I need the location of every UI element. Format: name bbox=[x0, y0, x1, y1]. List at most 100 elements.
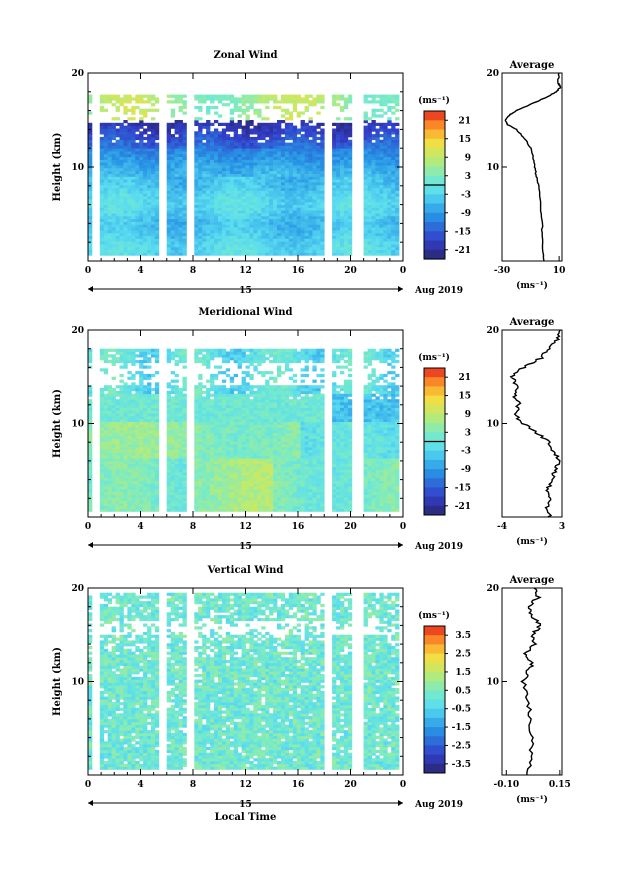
heatmap-cell bbox=[237, 139, 242, 143]
heatmap-cell bbox=[194, 348, 199, 352]
heatmap-cell bbox=[273, 235, 278, 239]
heatmap-cell bbox=[229, 120, 235, 124]
heatmap-cell bbox=[261, 145, 266, 149]
heatmap-cell bbox=[304, 100, 309, 104]
heatmap-cell bbox=[147, 156, 152, 160]
heatmap-cell bbox=[308, 184, 313, 189]
heatmap-cell bbox=[182, 235, 187, 239]
heatmap-cell bbox=[127, 351, 132, 355]
heatmap-cell bbox=[292, 252, 298, 256]
heatmap-cell bbox=[280, 224, 286, 228]
heatmap-cell bbox=[111, 376, 116, 380]
heatmap-cell bbox=[151, 444, 156, 448]
heatmap-cell bbox=[206, 97, 211, 101]
heatmap-cell bbox=[347, 199, 353, 203]
heatmap-cell bbox=[265, 249, 270, 253]
heatmap-cell bbox=[202, 122, 207, 126]
heatmap-cell bbox=[336, 196, 341, 200]
heatmap-cell bbox=[300, 173, 305, 177]
heatmap-cell bbox=[143, 390, 148, 394]
heatmap-cell bbox=[147, 486, 152, 490]
heatmap-cell bbox=[257, 215, 262, 220]
heatmap-cell bbox=[300, 151, 305, 155]
heatmap-cell bbox=[214, 148, 219, 152]
heatmap-cell bbox=[347, 122, 353, 126]
heatmap-cell bbox=[379, 244, 384, 248]
heatmap-cell bbox=[123, 159, 128, 163]
heatmap-cell bbox=[269, 97, 274, 101]
heatmap-cell bbox=[139, 359, 144, 364]
heatmap-cell bbox=[151, 477, 156, 481]
heatmap-cell bbox=[288, 193, 294, 197]
heatmap-cell bbox=[363, 142, 368, 146]
heatmap-cell bbox=[131, 196, 136, 200]
heatmap-cell bbox=[198, 117, 203, 121]
heatmap-cell bbox=[217, 244, 223, 248]
heatmap-cell bbox=[123, 354, 128, 358]
heatmap-cell bbox=[202, 207, 207, 211]
heatmap-cell bbox=[237, 190, 242, 194]
heatmap-cell bbox=[277, 165, 282, 169]
heatmap-cell bbox=[217, 480, 223, 484]
heatmap-cell bbox=[221, 193, 227, 197]
heatmap-cell bbox=[123, 170, 128, 174]
heatmap-cell bbox=[131, 238, 136, 242]
heatmap-cell bbox=[395, 159, 400, 163]
heatmap-cell bbox=[182, 486, 187, 490]
heatmap-cell bbox=[178, 125, 183, 129]
heatmap-cell bbox=[135, 371, 140, 375]
heatmap-cell bbox=[214, 455, 219, 459]
heatmap-cell bbox=[135, 413, 140, 417]
heatmap-cell bbox=[391, 142, 396, 146]
heatmap-cell bbox=[221, 122, 227, 126]
heatmap-cell bbox=[312, 190, 317, 194]
heatmap-cell bbox=[151, 97, 156, 101]
heatmap-cell bbox=[88, 385, 93, 389]
heatmap-cell bbox=[182, 376, 187, 380]
heatmap-cell bbox=[312, 215, 317, 220]
heatmap-cell bbox=[111, 474, 116, 479]
heatmap-cell bbox=[340, 179, 345, 183]
heatmap-cell bbox=[111, 466, 116, 470]
heatmap-cell bbox=[194, 120, 199, 124]
heatmap-cell bbox=[206, 131, 211, 135]
heatmap-cell bbox=[103, 463, 109, 467]
colorbar-segment bbox=[424, 249, 445, 260]
heatmap-cell bbox=[347, 238, 353, 242]
heatmap-cell bbox=[257, 218, 262, 222]
heatmap-cell bbox=[111, 455, 116, 459]
heatmap-cell bbox=[198, 94, 203, 98]
heatmap-cell bbox=[273, 207, 278, 211]
heatmap-cell bbox=[304, 187, 309, 191]
heatmap-cell bbox=[154, 449, 160, 453]
heatmap-cell bbox=[123, 230, 128, 234]
heatmap-cell bbox=[245, 159, 250, 163]
heatmap-cell bbox=[280, 196, 286, 200]
heatmap-cell bbox=[154, 463, 160, 467]
heatmap-cell bbox=[111, 151, 116, 155]
heatmap-cell bbox=[367, 159, 372, 163]
heatmap-cell bbox=[391, 125, 396, 129]
heatmap-cell bbox=[103, 176, 109, 180]
heatmap-cell bbox=[316, 201, 321, 205]
heatmap-cell bbox=[182, 162, 187, 166]
heatmap-cell bbox=[115, 131, 120, 135]
heatmap-cell bbox=[198, 390, 203, 394]
heatmap-cell bbox=[391, 238, 396, 242]
heatmap-cell bbox=[103, 418, 109, 422]
heatmap-cell bbox=[320, 249, 325, 253]
heatmap-cell bbox=[127, 435, 132, 439]
heatmap-cell bbox=[198, 122, 203, 126]
heatmap-cell bbox=[139, 393, 144, 397]
heatmap-cell bbox=[198, 249, 203, 253]
heatmap-cell bbox=[107, 407, 112, 411]
heatmap-cell bbox=[103, 494, 109, 498]
heatmap-cell bbox=[111, 193, 116, 197]
heatmap-cell bbox=[261, 204, 266, 208]
heatmap-cell bbox=[198, 351, 203, 355]
heatmap-cell bbox=[139, 232, 144, 236]
heatmap-cell bbox=[340, 193, 345, 197]
heatmap-cell bbox=[127, 474, 132, 479]
heatmap-cell bbox=[347, 151, 353, 155]
heatmap-cell bbox=[182, 508, 187, 512]
